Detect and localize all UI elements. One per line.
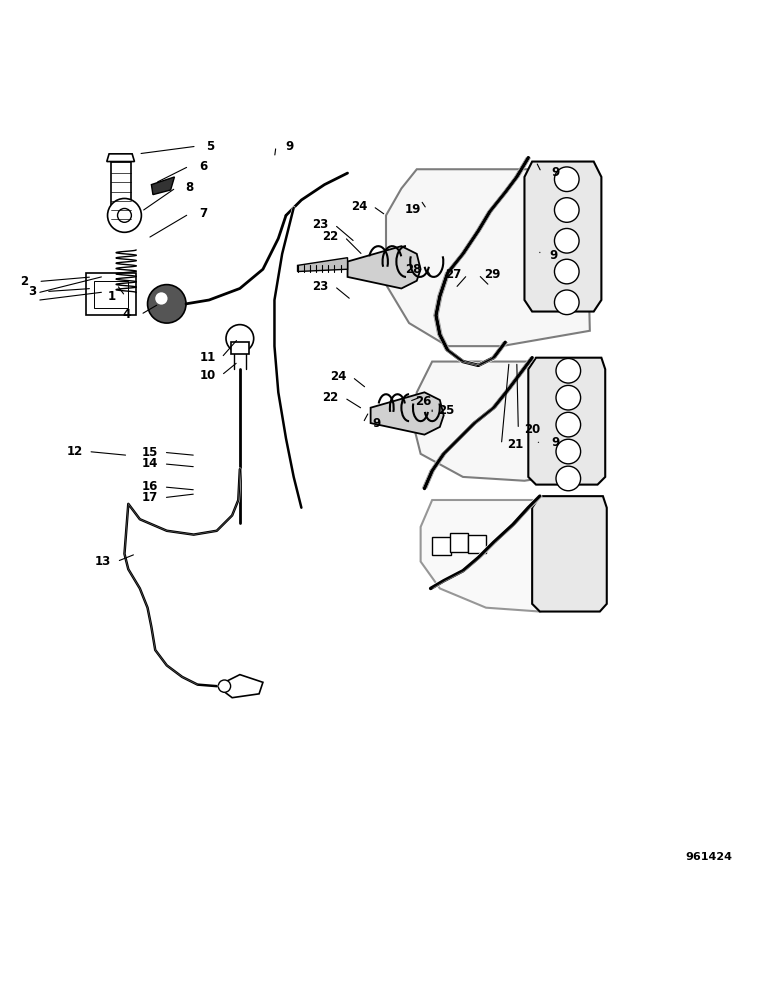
Polygon shape (468, 535, 486, 553)
Text: 1: 1 (107, 290, 116, 303)
Text: 961424: 961424 (686, 852, 732, 862)
Circle shape (554, 198, 579, 222)
Circle shape (155, 292, 168, 305)
Polygon shape (421, 500, 601, 612)
Circle shape (218, 680, 231, 692)
Polygon shape (217, 675, 263, 698)
Circle shape (117, 208, 131, 222)
Polygon shape (297, 258, 347, 272)
Polygon shape (86, 273, 136, 315)
Text: 23: 23 (313, 280, 329, 293)
Text: 9: 9 (551, 436, 560, 449)
Polygon shape (231, 342, 249, 354)
Text: 29: 29 (484, 268, 500, 281)
Circle shape (556, 466, 581, 491)
Text: 19: 19 (405, 203, 421, 216)
Text: 3: 3 (28, 285, 36, 298)
Polygon shape (93, 281, 128, 308)
Text: 14: 14 (141, 457, 158, 470)
Polygon shape (524, 162, 601, 312)
Circle shape (556, 412, 581, 437)
Text: 7: 7 (199, 207, 207, 220)
Circle shape (556, 358, 581, 383)
Text: 24: 24 (330, 370, 347, 383)
Polygon shape (386, 169, 590, 346)
Circle shape (554, 259, 579, 284)
Circle shape (554, 228, 579, 253)
Text: 13: 13 (95, 555, 111, 568)
Polygon shape (347, 246, 421, 288)
Text: 12: 12 (66, 445, 83, 458)
Text: 22: 22 (323, 391, 339, 404)
Circle shape (556, 385, 581, 410)
Text: 23: 23 (313, 218, 329, 231)
Text: 10: 10 (199, 369, 215, 382)
Text: 20: 20 (524, 423, 540, 436)
Text: 4: 4 (123, 308, 131, 321)
Polygon shape (151, 177, 174, 195)
Text: 15: 15 (141, 446, 158, 459)
Text: 28: 28 (405, 263, 421, 276)
Text: 17: 17 (142, 491, 158, 504)
Polygon shape (528, 358, 605, 485)
Text: 22: 22 (323, 230, 339, 243)
Text: 21: 21 (507, 438, 523, 451)
Text: 8: 8 (186, 181, 194, 194)
Circle shape (226, 325, 254, 352)
Text: 6: 6 (199, 160, 207, 173)
Polygon shape (432, 537, 451, 555)
Text: 25: 25 (438, 404, 454, 417)
Circle shape (554, 290, 579, 315)
Text: 11: 11 (199, 351, 215, 364)
Text: 9: 9 (551, 166, 560, 179)
Text: 24: 24 (351, 200, 367, 213)
Polygon shape (110, 162, 130, 223)
Text: 9: 9 (550, 249, 558, 262)
Polygon shape (107, 154, 134, 162)
Text: 9: 9 (373, 417, 381, 430)
Polygon shape (532, 496, 607, 612)
Text: 9: 9 (286, 140, 294, 153)
Text: 5: 5 (206, 140, 215, 153)
Circle shape (556, 439, 581, 464)
Circle shape (554, 167, 579, 192)
Text: 2: 2 (20, 275, 29, 288)
Text: 27: 27 (445, 268, 462, 281)
Polygon shape (371, 392, 444, 435)
Circle shape (107, 198, 141, 232)
Polygon shape (450, 533, 469, 552)
Text: 26: 26 (415, 395, 431, 408)
Polygon shape (413, 362, 598, 481)
Text: 16: 16 (141, 480, 158, 493)
Circle shape (147, 285, 186, 323)
